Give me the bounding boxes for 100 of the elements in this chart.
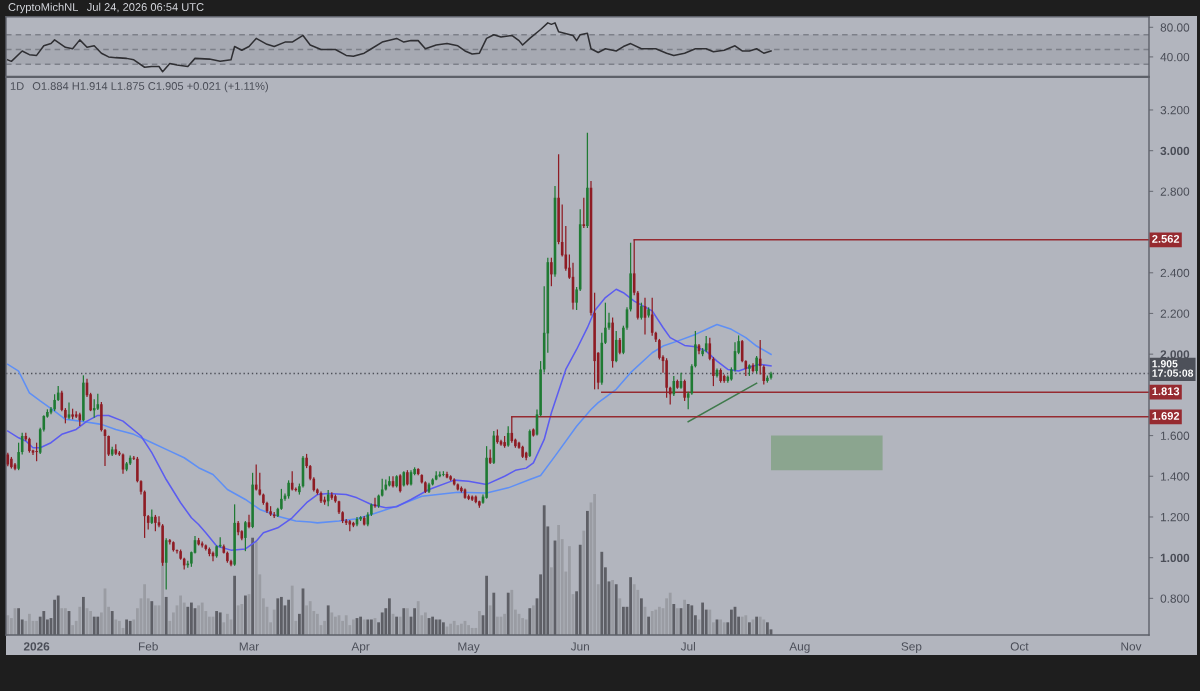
bar — [352, 619, 355, 635]
x-tick-label: Nov — [1121, 642, 1142, 651]
candlestick — [125, 461, 128, 472]
bar — [744, 615, 748, 635]
bar — [524, 619, 528, 635]
candlestick — [665, 357, 668, 399]
bar — [60, 608, 64, 635]
candlestick — [71, 408, 74, 420]
candlestick — [611, 316, 614, 369]
bar — [424, 612, 427, 635]
candlestick — [215, 544, 218, 559]
bar — [650, 611, 654, 635]
bar — [758, 616, 762, 635]
candlestick — [503, 435, 506, 449]
candlestick — [582, 197, 586, 229]
bar — [330, 612, 334, 635]
candlestick — [683, 378, 686, 402]
bar — [618, 598, 622, 635]
data-label: 1.813 — [1152, 387, 1180, 396]
candlestick — [82, 374, 85, 422]
annotation: 1D — [10, 82, 24, 90]
candlestick — [676, 378, 679, 390]
candlestick — [352, 521, 355, 528]
y-tick-label: 40.00 — [1160, 52, 1190, 62]
bar — [632, 584, 636, 635]
bar — [240, 603, 244, 635]
candlestick — [557, 153, 560, 245]
bar — [272, 609, 276, 635]
candlestick — [701, 347, 704, 357]
candlestick — [449, 474, 452, 482]
x-tick-label: 2026 — [23, 642, 50, 651]
candlestick — [197, 537, 200, 547]
bar — [496, 616, 499, 635]
bar — [154, 605, 157, 635]
candlestick — [485, 445, 488, 500]
bar — [683, 599, 686, 635]
line-series — [7, 323, 772, 524]
annotation: O1.884 H1.914 L1.875 C1.905 +0.021 (+1.11%) — [32, 81, 268, 93]
bar — [398, 616, 402, 635]
candlestick — [755, 355, 758, 375]
candlestick — [154, 514, 157, 532]
bar — [114, 619, 118, 635]
candlestick — [226, 550, 229, 564]
bar — [676, 608, 679, 635]
x-tick-label: Jul — [680, 641, 695, 651]
bar — [668, 592, 672, 635]
x-tick-label: Oct — [1010, 642, 1029, 651]
candlestick — [647, 306, 650, 319]
candlestick — [712, 356, 715, 387]
data-label: 1.692 — [1152, 411, 1180, 420]
x-tick-label: Apr — [351, 642, 370, 653]
candlestick — [604, 302, 607, 345]
candlestick — [424, 480, 427, 494]
bar — [197, 605, 200, 635]
candlestick — [334, 493, 337, 504]
candlestick — [359, 515, 362, 522]
candlestick — [532, 427, 535, 438]
bar — [236, 605, 240, 635]
bar — [708, 609, 712, 635]
bar — [510, 589, 514, 635]
candlestick — [586, 132, 589, 229]
candlestick — [478, 500, 481, 509]
candlestick — [640, 302, 643, 321]
candlestick — [719, 367, 722, 384]
bar — [406, 608, 409, 635]
bar — [416, 601, 420, 635]
bar — [323, 620, 326, 635]
candlestick — [406, 469, 409, 487]
candlestick — [377, 493, 380, 509]
y-tick-label: 2.200 — [1160, 309, 1190, 318]
candlestick — [496, 428, 499, 445]
candlestick — [53, 393, 56, 412]
candlestick — [244, 520, 247, 552]
candlestick — [208, 546, 211, 557]
x-tick-label: Jun — [570, 642, 589, 651]
bar — [478, 611, 481, 635]
candlestick — [28, 436, 31, 454]
x-tick-label: Feb — [139, 641, 158, 651]
bar — [722, 622, 726, 635]
bar — [719, 619, 722, 635]
y-tick-label: 1.400 — [1161, 472, 1190, 481]
y-tick-label: 2.400 — [1160, 268, 1190, 278]
candlestick — [370, 502, 373, 517]
y-tick-label: 1.600 — [1161, 431, 1190, 440]
candlestick — [521, 445, 524, 459]
candlestick — [395, 474, 398, 489]
candlestick — [233, 503, 236, 567]
candlestick — [67, 401, 71, 420]
bar — [488, 605, 492, 635]
bar — [71, 625, 74, 635]
candlestick — [10, 456, 13, 470]
candlestick — [748, 363, 751, 377]
bar — [35, 620, 38, 635]
bar — [64, 608, 67, 635]
candlestick — [64, 407, 67, 424]
bar — [557, 525, 560, 635]
bar — [532, 605, 535, 635]
data-label: 2.562 — [1152, 234, 1180, 243]
candlestick — [305, 453, 308, 469]
x-tick-label: Mar — [239, 642, 259, 651]
